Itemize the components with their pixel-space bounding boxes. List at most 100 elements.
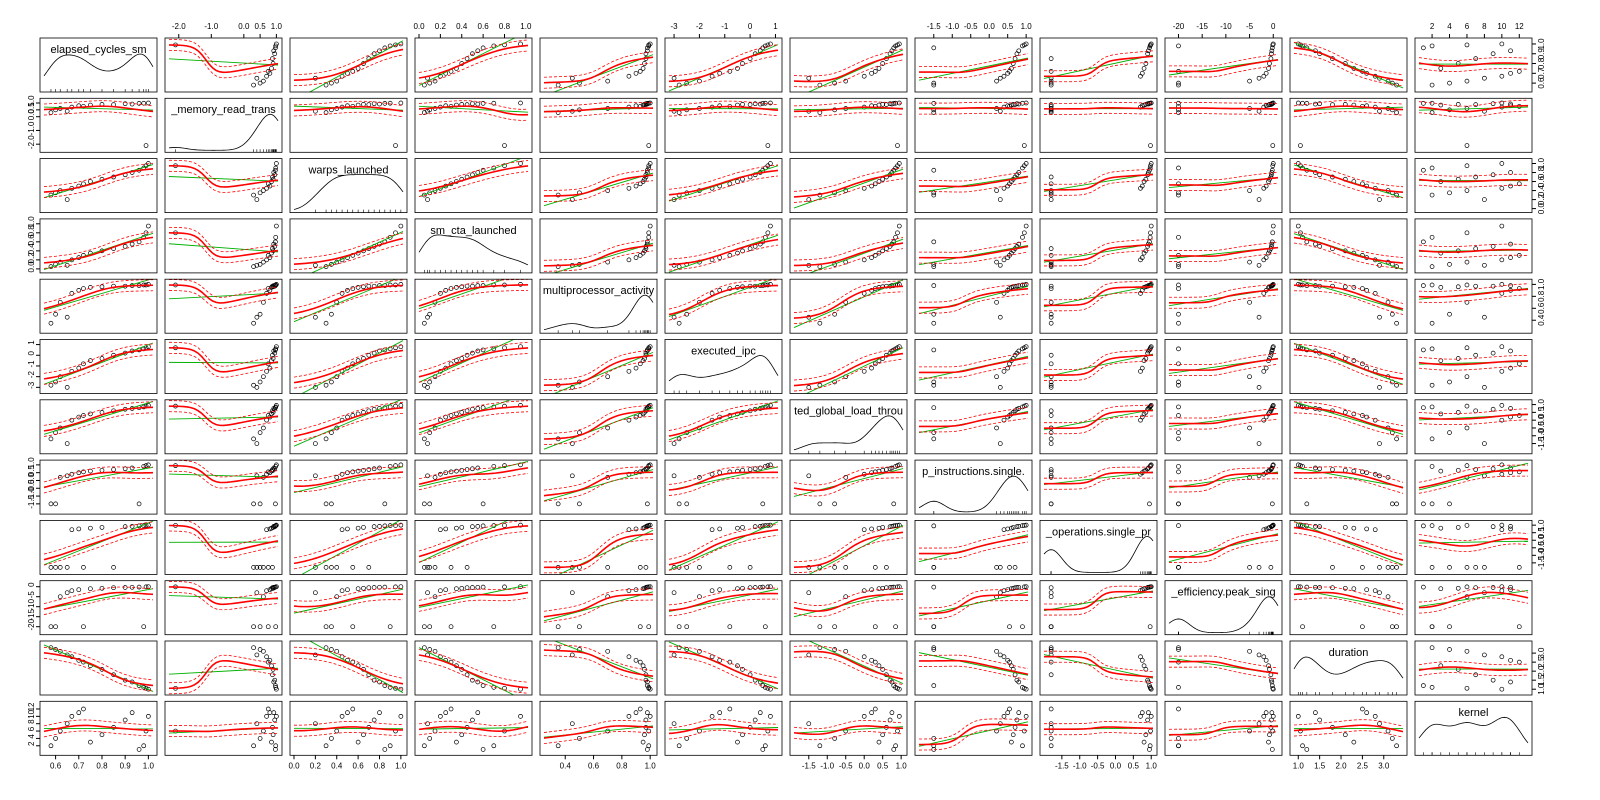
panel <box>1418 161 1529 202</box>
point <box>48 565 54 570</box>
point <box>1048 174 1054 180</box>
point <box>264 73 269 79</box>
point <box>1473 408 1479 414</box>
point <box>633 710 639 716</box>
point <box>1421 501 1426 507</box>
point <box>1429 82 1435 88</box>
point <box>313 473 318 479</box>
point <box>1176 413 1181 418</box>
smooth-fit <box>793 471 904 492</box>
point <box>64 108 70 114</box>
x-tick-label: 0.0 <box>1110 761 1122 770</box>
panel-frame <box>1414 278 1533 334</box>
smooth-fit <box>1418 360 1529 366</box>
smooth-band <box>1293 466 1404 483</box>
y-tick-label: -1.0 <box>27 121 36 135</box>
smooth-band <box>918 293 1029 314</box>
panel-frame <box>414 339 533 394</box>
smooth-band <box>793 466 904 486</box>
point <box>832 736 837 741</box>
smooth-band <box>1418 464 1529 483</box>
smooth-fit <box>43 236 154 264</box>
point <box>122 717 128 723</box>
point <box>64 565 70 570</box>
point <box>267 365 273 371</box>
point <box>1508 584 1513 590</box>
point <box>931 239 937 245</box>
point <box>274 686 279 692</box>
point <box>443 710 449 716</box>
point <box>64 590 70 596</box>
y-tick-label: 3.0 <box>1537 647 1546 659</box>
point <box>1176 743 1181 749</box>
linear-fit <box>293 588 404 614</box>
point <box>1394 743 1399 749</box>
y-tick-label: 2.5 <box>1537 656 1546 668</box>
point <box>1385 565 1391 570</box>
point <box>129 710 135 716</box>
point <box>1499 417 1505 423</box>
point <box>931 647 937 652</box>
point <box>762 100 768 106</box>
point <box>1048 181 1054 187</box>
smooth-fit <box>1168 246 1279 257</box>
point <box>1394 501 1399 507</box>
panel <box>418 38 529 88</box>
point <box>1508 170 1513 175</box>
point <box>313 262 318 268</box>
point <box>1020 234 1025 240</box>
smooth-fit <box>793 53 904 83</box>
y-tick-label: 0.6 <box>1537 302 1546 314</box>
panel-frame <box>1164 339 1283 394</box>
point <box>1438 468 1444 474</box>
point <box>448 565 454 570</box>
panel <box>668 223 779 273</box>
point <box>626 654 632 660</box>
panel <box>793 161 904 209</box>
point <box>1490 677 1496 683</box>
point <box>361 102 366 107</box>
smooth-band <box>543 239 654 261</box>
point <box>1464 584 1470 590</box>
panel-frame <box>1289 399 1408 455</box>
x-tick-label: 1.0 <box>520 22 532 31</box>
point <box>371 524 377 530</box>
smooth-band <box>793 477 904 497</box>
point <box>257 501 263 507</box>
point <box>1508 255 1513 260</box>
point <box>57 728 63 734</box>
point <box>274 41 279 47</box>
point <box>1499 527 1505 533</box>
y-tick-label: 0.5 <box>1537 406 1546 418</box>
linear-fit <box>418 279 506 310</box>
panel-frame <box>1289 37 1408 93</box>
smooth-band <box>418 342 529 372</box>
panel-frame <box>289 158 408 214</box>
smooth-band <box>43 242 154 269</box>
smooth-fit <box>168 586 279 606</box>
point <box>1139 657 1145 663</box>
panel <box>793 223 904 273</box>
point <box>459 525 465 530</box>
point <box>1508 657 1513 663</box>
point <box>1389 624 1395 630</box>
point <box>1247 188 1252 193</box>
smooth-band <box>418 720 529 727</box>
panel-frame <box>1164 459 1283 515</box>
smooth-fit <box>1044 286 1154 307</box>
panel-frame <box>414 37 533 93</box>
point <box>382 523 388 529</box>
smooth-band <box>418 531 529 563</box>
point <box>480 584 486 590</box>
y-tick-label: 0.0 <box>1537 414 1546 426</box>
smooth-fit <box>543 354 654 386</box>
y-tick-label: 1.0 <box>1537 398 1546 410</box>
density-curve <box>293 174 404 210</box>
panel <box>1293 401 1404 446</box>
linear-fit <box>1168 471 1279 489</box>
panel <box>293 584 404 630</box>
point <box>313 314 318 320</box>
point <box>1176 181 1181 187</box>
panel-frame <box>414 520 533 575</box>
smooth-band <box>543 51 654 78</box>
